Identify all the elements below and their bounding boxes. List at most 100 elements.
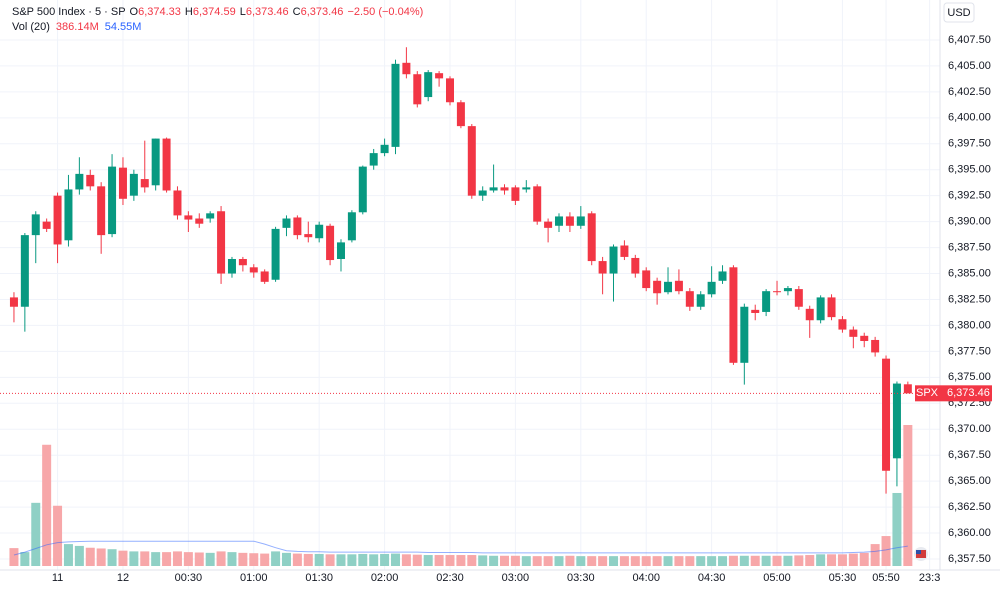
candle-body	[282, 218, 291, 228]
close-value: 6,373.46	[301, 6, 344, 18]
high-value: 6,374.59	[193, 6, 236, 18]
y-tick-label: 6,367.50	[948, 449, 991, 461]
candle-body	[805, 308, 814, 321]
volume-bar	[151, 552, 161, 566]
candle-body	[838, 319, 847, 330]
candle-body	[347, 212, 356, 241]
volume-bar	[347, 554, 357, 566]
candle-body	[129, 173, 138, 196]
y-tick-label: 6,377.50	[948, 345, 991, 357]
x-tick-label: 01:00	[240, 572, 268, 584]
volume-bar	[837, 554, 847, 566]
volume-bar	[42, 444, 52, 566]
volume-bar	[390, 553, 400, 566]
open-label: O	[130, 6, 139, 18]
volume-bar	[162, 552, 172, 566]
high-label: H	[185, 6, 193, 18]
candle-body	[522, 187, 531, 190]
candle-body	[184, 215, 193, 220]
volume-bar	[609, 556, 619, 566]
candle-body	[151, 138, 160, 186]
volume-bar	[118, 550, 128, 566]
volume-bar	[107, 549, 117, 566]
x-tick-label: 05:30	[829, 572, 857, 584]
y-tick-label: 6,357.50	[948, 553, 991, 565]
currency-label[interactable]: USD	[947, 7, 970, 19]
y-tick-label: 6,402.50	[948, 86, 991, 98]
candle-body	[533, 186, 542, 222]
y-tick-label: 6,397.50	[948, 138, 991, 150]
candles	[0, 47, 940, 494]
y-tick-label: 6,385.00	[948, 267, 991, 279]
volume-bar	[532, 556, 542, 566]
candle-body	[435, 73, 444, 79]
volume-pane	[9, 425, 913, 566]
volume-bar	[663, 556, 673, 566]
x-tick-label: 05:50	[872, 572, 900, 584]
volume-bar	[510, 555, 520, 566]
volume-bar	[325, 554, 335, 566]
candle-body	[565, 216, 574, 226]
candle-body	[86, 174, 95, 187]
volume-bar	[369, 554, 379, 566]
candle-body	[903, 384, 912, 394]
candle-body	[456, 102, 465, 127]
candle-body	[271, 228, 280, 280]
volume-bar	[412, 554, 422, 566]
volume-bar	[249, 553, 259, 566]
candle-body	[653, 280, 662, 294]
volume-bar	[761, 555, 771, 566]
candle-body	[380, 144, 389, 154]
x-tick-label: 02:30	[436, 572, 464, 584]
candle-body	[860, 335, 869, 342]
y-tick-label: 6,370.00	[948, 423, 991, 435]
volume-bar	[619, 556, 629, 566]
currency-button[interactable]	[943, 2, 975, 23]
legend-line: S&P 500 Index · 5 · SP O6,374.33 H6,374.59…	[12, 6, 423, 18]
x-tick-label: 03:30	[567, 572, 595, 584]
candle-body	[609, 246, 618, 274]
candle-body	[489, 187, 498, 191]
candle-body	[478, 190, 487, 196]
candle-body	[445, 78, 454, 103]
volume-value: 386.14M	[56, 21, 99, 33]
x-tick-label: 03:00	[502, 572, 530, 584]
candle-body	[620, 245, 629, 257]
candle-body	[631, 257, 640, 274]
volume-bar	[172, 551, 182, 566]
candle-body	[642, 270, 651, 289]
candle-body	[729, 267, 738, 363]
last-price-tag	[940, 385, 992, 402]
flag-icon	[914, 547, 928, 561]
y-tick-label: 6,365.00	[948, 475, 991, 487]
candle-body	[326, 225, 335, 261]
y-tick-label: 6,405.00	[948, 60, 991, 72]
candle-body	[293, 217, 302, 236]
volume-ma-line	[13, 540, 908, 556]
volume-bar	[467, 555, 477, 566]
low-value: 6,373.46	[246, 6, 289, 18]
candle-body	[762, 291, 771, 312]
volume-bar	[674, 556, 684, 566]
candle-body	[227, 258, 236, 274]
candle-body	[816, 297, 825, 321]
candle-body	[674, 280, 683, 292]
open-value: 6,374.33	[138, 6, 181, 18]
candle-body	[75, 173, 84, 190]
volume-bar	[20, 552, 30, 566]
volume-bar	[314, 553, 324, 566]
y-tick-label: 6,395.00	[948, 164, 991, 176]
change-value: −2.50 (−0.04%)	[347, 6, 423, 18]
last-price-value: 6,373.46	[947, 387, 990, 399]
volume-bar	[500, 555, 510, 566]
candle-body	[794, 289, 803, 307]
volume-legend: Vol (20) 386.14M 54.55M	[12, 21, 141, 33]
volume-bar	[85, 547, 95, 566]
volume-bar	[827, 554, 837, 566]
candle-body	[544, 221, 553, 228]
candle-body	[424, 72, 433, 98]
volume-ma-value: 54.55M	[105, 21, 142, 33]
candle-body	[576, 216, 585, 226]
